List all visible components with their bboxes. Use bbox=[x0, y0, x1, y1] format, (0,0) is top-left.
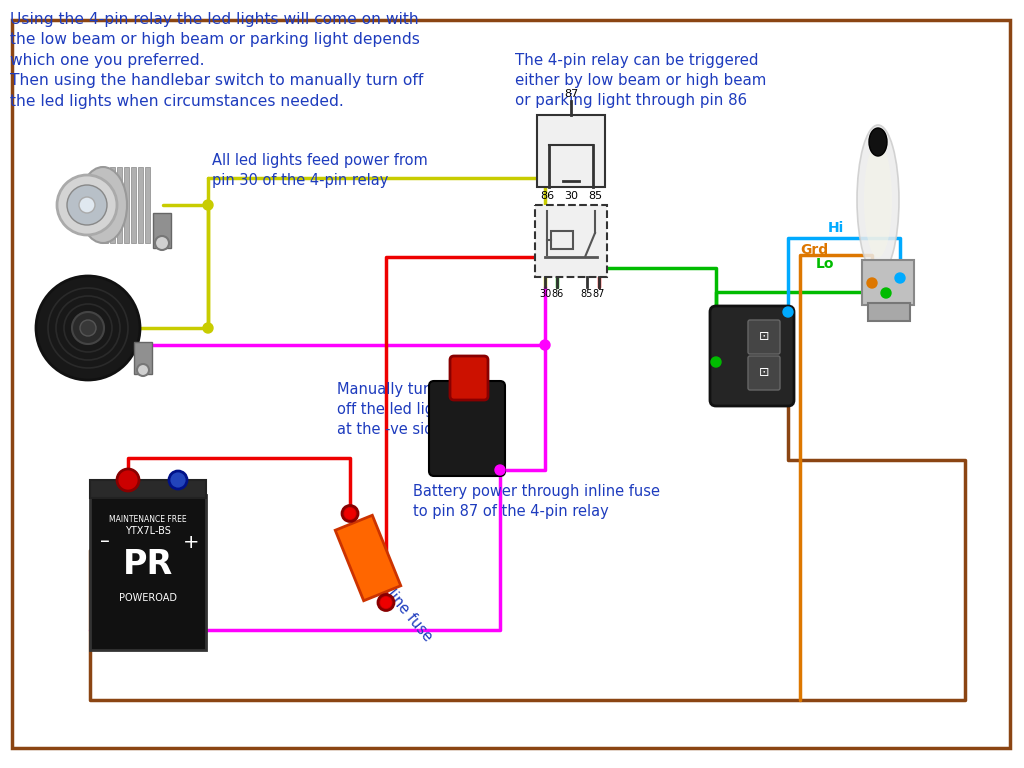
Circle shape bbox=[155, 236, 169, 250]
Text: ⊡: ⊡ bbox=[759, 366, 769, 379]
Text: 87: 87 bbox=[593, 289, 605, 299]
Bar bbox=[551, 231, 573, 249]
Text: YTX7L-BS: YTX7L-BS bbox=[125, 526, 171, 536]
Text: Inline fuse: Inline fuse bbox=[375, 576, 435, 644]
Text: 30: 30 bbox=[539, 289, 551, 299]
Text: +: + bbox=[182, 532, 200, 551]
Circle shape bbox=[169, 471, 187, 489]
Circle shape bbox=[540, 340, 550, 350]
Bar bbox=[868, 303, 910, 321]
Text: Battery power through inline fuse
to pin 87 of the 4-pin relay: Battery power through inline fuse to pin… bbox=[413, 484, 660, 519]
Ellipse shape bbox=[79, 167, 127, 243]
Text: Using the 4-pin relay the led lights will come on with
the low beam or high beam: Using the 4-pin relay the led lights wil… bbox=[10, 12, 423, 108]
Bar bbox=[90, 495, 206, 650]
Circle shape bbox=[36, 276, 140, 380]
Text: Manually turn
off the led lights
at the -ve side: Manually turn off the led lights at the … bbox=[337, 382, 457, 436]
FancyBboxPatch shape bbox=[429, 381, 505, 476]
Bar bbox=[90, 480, 206, 498]
Text: Hi: Hi bbox=[828, 221, 844, 235]
Bar bbox=[117, 167, 122, 243]
Circle shape bbox=[711, 357, 721, 367]
Circle shape bbox=[67, 185, 106, 225]
Bar bbox=[134, 342, 152, 374]
Ellipse shape bbox=[869, 128, 887, 156]
FancyBboxPatch shape bbox=[748, 356, 780, 390]
Circle shape bbox=[495, 465, 505, 475]
Text: 85: 85 bbox=[581, 289, 593, 299]
Circle shape bbox=[72, 312, 104, 344]
Bar bbox=[535, 205, 607, 277]
Ellipse shape bbox=[864, 143, 892, 257]
Text: 87: 87 bbox=[564, 89, 579, 99]
Text: All led lights feed power from
pin 30 of the 4-pin relay: All led lights feed power from pin 30 of… bbox=[212, 153, 428, 188]
Text: Grd: Grd bbox=[800, 243, 828, 257]
Text: or: or bbox=[726, 323, 742, 337]
Circle shape bbox=[117, 469, 139, 491]
Text: The 4-pin relay can be triggered
either by low beam or high beam
or parking ligh: The 4-pin relay can be triggered either … bbox=[515, 53, 766, 108]
Bar bbox=[103, 167, 108, 243]
Circle shape bbox=[203, 323, 213, 333]
Text: POWEROAD: POWEROAD bbox=[119, 593, 177, 603]
Bar bbox=[537, 115, 605, 187]
Text: 86: 86 bbox=[540, 191, 554, 201]
Circle shape bbox=[79, 197, 95, 213]
FancyBboxPatch shape bbox=[748, 320, 780, 354]
Circle shape bbox=[867, 278, 877, 288]
Text: 85: 85 bbox=[588, 191, 602, 201]
Text: PR: PR bbox=[123, 548, 173, 581]
Text: Lo: Lo bbox=[816, 257, 835, 271]
Ellipse shape bbox=[857, 125, 899, 275]
Circle shape bbox=[881, 288, 891, 298]
Bar bbox=[131, 167, 136, 243]
Text: ⊡: ⊡ bbox=[759, 330, 769, 343]
Circle shape bbox=[783, 307, 793, 317]
Circle shape bbox=[57, 175, 117, 235]
Circle shape bbox=[137, 364, 150, 376]
FancyBboxPatch shape bbox=[450, 356, 488, 400]
Circle shape bbox=[80, 320, 96, 336]
Bar bbox=[110, 167, 115, 243]
Circle shape bbox=[345, 508, 355, 518]
Text: 30: 30 bbox=[564, 191, 578, 201]
Bar bbox=[138, 167, 143, 243]
Bar bbox=[145, 167, 150, 243]
Circle shape bbox=[895, 273, 905, 283]
Text: 86: 86 bbox=[551, 289, 563, 299]
Circle shape bbox=[203, 200, 213, 210]
Bar bbox=[862, 260, 914, 305]
Bar bbox=[153, 213, 171, 248]
Circle shape bbox=[381, 598, 391, 607]
Circle shape bbox=[378, 594, 394, 611]
Text: –: – bbox=[100, 532, 110, 551]
Circle shape bbox=[342, 505, 358, 521]
Bar bbox=[124, 167, 129, 243]
FancyBboxPatch shape bbox=[710, 306, 794, 406]
Text: MAINTENANCE FREE: MAINTENANCE FREE bbox=[110, 515, 186, 525]
Polygon shape bbox=[335, 515, 400, 601]
